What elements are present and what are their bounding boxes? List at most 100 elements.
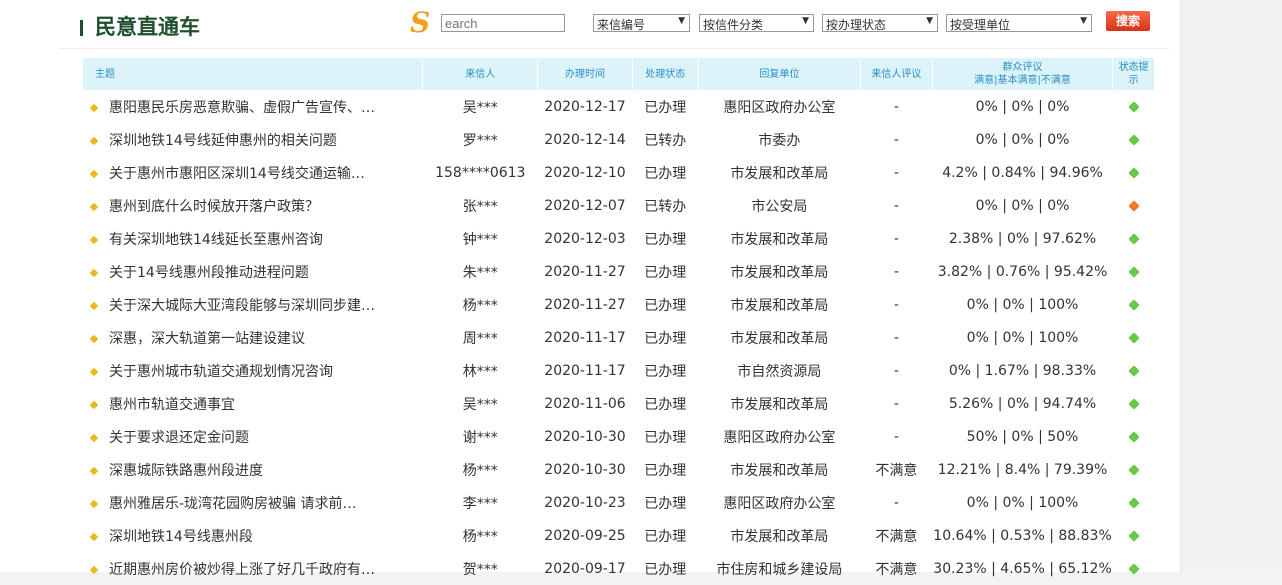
subject-link[interactable]: 关于惠州城市轨道交通规划情况咨询 <box>109 363 333 380</box>
review-cell: - <box>893 428 899 445</box>
review-cell: - <box>893 131 899 148</box>
page-title: 民意直通车 <box>80 11 200 41</box>
subject-cell[interactable]: 有关深圳地铁14线延长至惠州咨询 <box>83 222 423 255</box>
search-input[interactable] <box>441 14 565 32</box>
table-row[interactable]: 有关深圳地铁14线延长至惠州咨询 钟*** 2020-12-03 已办理 市发展… <box>83 222 1155 255</box>
filter-status[interactable]: 按办理状态 ▼ <box>822 14 938 32</box>
subject-link[interactable]: 有关深圳地铁14线延长至惠州咨询 <box>109 231 323 248</box>
status-cell: 已办理 <box>644 297 687 314</box>
subject-link[interactable]: 惠州到底什么时候放开落户政策？ <box>109 198 319 215</box>
subject-cell[interactable]: 惠州到底什么时候放开落户政策？ <box>83 189 423 222</box>
subject-cell[interactable]: 关于惠州市惠阳区深圳14号线交通运输… <box>83 156 423 189</box>
sender-cell: 杨*** <box>462 528 498 545</box>
state-cell <box>1113 453 1155 486</box>
review-cell: - <box>893 230 899 247</box>
sender-cell: 谢*** <box>462 429 498 446</box>
col-subject[interactable]: 主题 <box>83 58 424 90</box>
subject-link[interactable]: 深惠，深大轨道第一站建设建议 <box>109 330 305 347</box>
status-cell: 已转办 <box>644 198 687 215</box>
public-review-cell: 0% | 1.67% | 98.33% <box>948 362 1097 379</box>
table-row[interactable]: 关于深大城际大亚湾段能够与深圳同步建… 杨*** 2020-11-27 已办理 … <box>83 288 1155 321</box>
table-row[interactable]: 惠阳惠民乐房恶意欺骗、虚假广告宣传、… 吴*** 2020-12-17 已办理 … <box>83 90 1155 123</box>
status-cell: 已办理 <box>644 363 687 380</box>
green-status-icon <box>1127 430 1140 443</box>
table-row[interactable]: 关于惠州市惠阳区深圳14号线交通运输… 158****0613 2020-12-… <box>83 156 1155 189</box>
subject-cell[interactable]: 惠州市轨道交通事宜 <box>83 387 423 420</box>
table-row[interactable]: 深惠城际铁路惠州段进度 杨*** 2020-10-30 已办理 市发展和改革局 … <box>83 453 1155 486</box>
table-row[interactable]: 深圳地铁14号线延伸惠州的相关问题 罗*** 2020-12-14 已转办 市委… <box>83 123 1155 156</box>
filter-category[interactable]: 按信件分类 ▼ <box>699 14 814 32</box>
subject-link[interactable]: 深圳地铁14号线惠州段 <box>109 528 253 545</box>
search-logo-icon: S <box>410 6 431 39</box>
unit-cell: 市发展和改革局 <box>730 165 829 182</box>
sender-cell: 杨*** <box>462 297 498 314</box>
date-cell: 2020-12-10 <box>544 164 626 181</box>
subject-cell[interactable]: 关于14号线惠州段推动进程问题 <box>83 255 423 288</box>
status-cell: 已办理 <box>644 495 687 512</box>
unit-cell: 市发展和改革局 <box>730 231 829 248</box>
subject-cell[interactable]: 近期惠州房价被炒得上涨了好几千政府有… <box>83 552 423 585</box>
chevron-down-icon: ▼ <box>926 16 933 26</box>
bullet-icon <box>89 433 99 442</box>
bullet-icon <box>89 466 99 475</box>
review-cell: - <box>893 362 899 379</box>
table-header: 主题 来信人 办理时间 处理状态 回复单位 来信人评议 群众评议 满意|基本满意|… <box>83 58 1155 90</box>
table-row[interactable]: 惠州雅居乐-珑湾花园购房被骗 请求前… 李*** 2020-10-23 已办理 … <box>83 486 1155 519</box>
state-cell <box>1113 486 1155 519</box>
subject-link[interactable]: 关于要求退还定金问题 <box>109 429 249 446</box>
state-cell <box>1113 387 1155 420</box>
subject-cell[interactable]: 关于要求退还定金问题 <box>83 420 423 453</box>
public-review-cell: 10.64% | 0.53% | 88.83% <box>933 527 1112 544</box>
subject-cell[interactable]: 深惠，深大轨道第一站建设建议 <box>83 321 423 354</box>
table-row[interactable]: 惠州到底什么时候放开落户政策？ 张*** 2020-12-07 已转办 市公安局… <box>83 189 1155 222</box>
table-row[interactable]: 深惠，深大轨道第一站建设建议 周*** 2020-11-17 已办理 市发展和改… <box>83 321 1155 354</box>
col-state: 状态提示 <box>1112 58 1155 90</box>
status-cell: 已办理 <box>644 561 687 578</box>
search-button[interactable]: 搜索 <box>1106 11 1150 31</box>
subject-cell[interactable]: 关于深大城际大亚湾段能够与深圳同步建… <box>83 288 423 321</box>
subject-link[interactable]: 深惠城际铁路惠州段进度 <box>109 462 263 479</box>
subject-link[interactable]: 惠阳惠民乐房恶意欺骗、虚假广告宣传、… <box>109 99 375 116</box>
state-cell <box>1113 321 1155 354</box>
subject-link[interactable]: 惠州市轨道交通事宜 <box>109 396 235 413</box>
subject-link[interactable]: 深圳地铁14号线延伸惠州的相关问题 <box>109 132 337 149</box>
status-cell: 已办理 <box>644 429 687 446</box>
green-status-icon <box>1127 562 1140 575</box>
table-row[interactable]: 惠州市轨道交通事宜 吴*** 2020-11-06 已办理 市发展和改革局 - … <box>83 387 1155 420</box>
date-cell: 2020-11-06 <box>544 395 626 412</box>
state-cell <box>1113 354 1155 387</box>
subject-link[interactable]: 近期惠州房价被炒得上涨了好几千政府有… <box>109 561 375 578</box>
date-cell: 2020-09-25 <box>544 527 626 544</box>
subject-cell[interactable]: 深圳地铁14号线惠州段 <box>83 519 423 552</box>
subject-cell[interactable]: 惠州雅居乐-珑湾花园购房被骗 请求前… <box>83 486 423 519</box>
status-cell: 已办理 <box>644 231 687 248</box>
date-cell: 2020-10-30 <box>544 461 626 478</box>
subject-cell[interactable]: 惠阳惠民乐房恶意欺骗、虚假广告宣传、… <box>83 90 423 123</box>
table-row[interactable]: 深圳地铁14号线惠州段 杨*** 2020-09-25 已办理 市发展和改革局 … <box>83 519 1155 552</box>
subject-cell[interactable]: 深惠城际铁路惠州段进度 <box>83 453 423 486</box>
subject-link[interactable]: 关于14号线惠州段推动进程问题 <box>109 264 309 281</box>
date-cell: 2020-12-14 <box>544 131 626 148</box>
filter-unit[interactable]: 按受理单位 ▼ <box>946 14 1092 32</box>
sender-cell: 林*** <box>462 363 498 380</box>
review-cell: - <box>893 395 899 412</box>
divider <box>60 48 1170 49</box>
green-status-icon <box>1127 331 1140 344</box>
public-review-cell: 0% | 0% | 100% <box>966 296 1079 313</box>
table-row[interactable]: 关于14号线惠州段推动进程问题 朱*** 2020-11-27 已办理 市发展和… <box>83 255 1155 288</box>
subject-link[interactable]: 关于惠州市惠阳区深圳14号线交通运输… <box>109 165 365 182</box>
filter-letter-number[interactable]: 来信编号 ▼ <box>593 14 690 32</box>
state-cell <box>1113 123 1155 156</box>
unit-cell: 市发展和改革局 <box>730 297 829 314</box>
status-cell: 已办理 <box>644 99 687 116</box>
public-review-cell: 50% | 0% | 50% <box>966 428 1079 445</box>
table-row[interactable]: 近期惠州房价被炒得上涨了好几千政府有… 贺*** 2020-09-17 已办理 … <box>83 552 1155 585</box>
date-cell: 2020-09-17 <box>544 560 626 577</box>
subject-cell[interactable]: 关于惠州城市轨道交通规划情况咨询 <box>83 354 423 387</box>
review-cell: 不满意 <box>875 462 918 479</box>
table-row[interactable]: 关于要求退还定金问题 谢*** 2020-10-30 已办理 惠阳区政府办公室 … <box>83 420 1155 453</box>
subject-cell[interactable]: 深圳地铁14号线延伸惠州的相关问题 <box>83 123 423 156</box>
subject-link[interactable]: 关于深大城际大亚湾段能够与深圳同步建… <box>109 297 375 314</box>
table-row[interactable]: 关于惠州城市轨道交通规划情况咨询 林*** 2020-11-17 已办理 市自然… <box>83 354 1155 387</box>
subject-link[interactable]: 惠州雅居乐-珑湾花园购房被骗 请求前… <box>109 495 357 512</box>
